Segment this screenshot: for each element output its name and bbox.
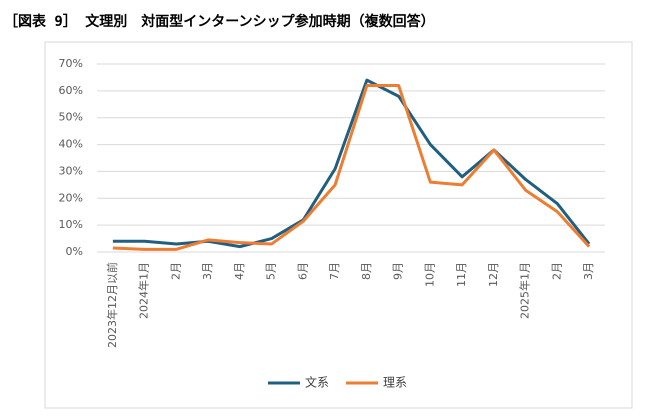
x-tick-label: 2月	[169, 262, 182, 280]
x-tick-label: 3月	[201, 262, 214, 280]
chart-title: ［図表 9］ 文理別 対面型インターンシップ参加時期（複数回答）	[4, 13, 435, 30]
x-tick-label: 2023年12月以前	[105, 262, 119, 348]
chart-frame	[44, 41, 633, 409]
series-line	[112, 83, 591, 251]
y-tick-label: 10%	[59, 218, 83, 231]
x-tick-label: 3月	[582, 262, 595, 280]
x-tick-label: 6月	[296, 262, 309, 280]
x-tick-label: 2月	[550, 262, 563, 280]
x-tick-label: 9月	[392, 262, 405, 280]
y-tick-label: 30%	[59, 164, 83, 177]
y-tick-label: 20%	[59, 191, 83, 204]
x-tick-label: 2024年1月	[137, 262, 151, 319]
legend-label: 理系	[383, 376, 407, 390]
x-tick-label: 4月	[233, 262, 246, 280]
x-tick-label: 8月	[360, 262, 373, 280]
x-tick-label: 7月	[328, 262, 341, 280]
y-tick-label: 70%	[59, 57, 83, 70]
x-tick-label: 5月	[265, 262, 278, 280]
y-tick-label: 0%	[66, 245, 83, 258]
y-tick-label: 60%	[59, 84, 83, 97]
series-line	[112, 78, 591, 249]
legend-label: 文系	[305, 375, 329, 390]
y-tick-label: 40%	[59, 138, 83, 151]
x-tick-label: 2025年1月	[518, 262, 532, 319]
x-tick-label: 10月	[423, 262, 436, 287]
x-tick-label: 12月	[487, 262, 500, 287]
x-tick-label: 11月	[455, 262, 468, 287]
y-tick-label: 50%	[59, 111, 83, 124]
